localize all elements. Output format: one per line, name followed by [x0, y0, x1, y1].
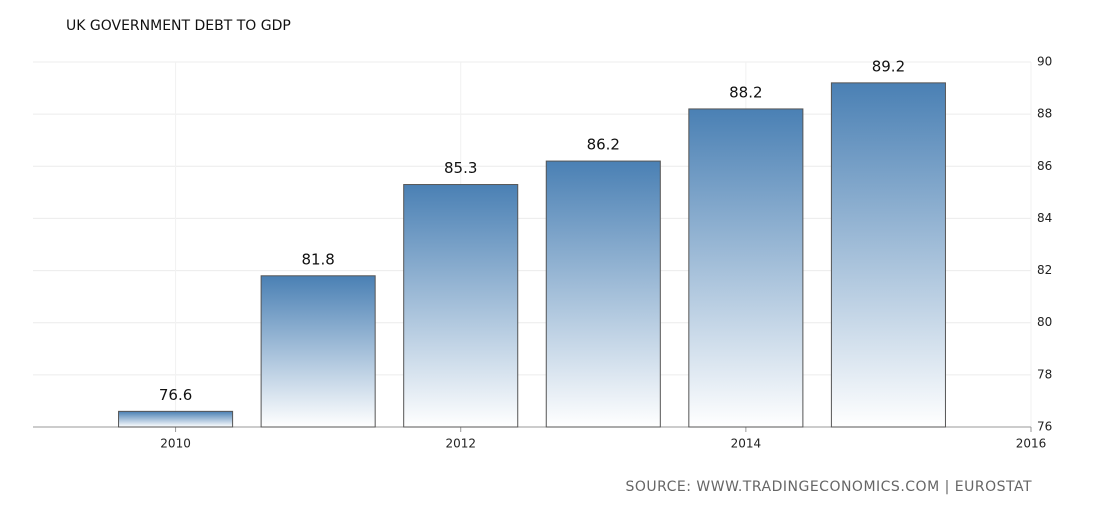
value-label: 76.6 — [159, 386, 192, 404]
value-label: 81.8 — [301, 250, 334, 268]
bar — [688, 108, 804, 428]
bar — [403, 184, 519, 428]
value-label: 89.2 — [872, 57, 905, 75]
y-tick-label: 82 — [1037, 263, 1052, 277]
chart-title: UK GOVERNMENT DEBT TO GDP — [66, 18, 291, 34]
x-tick-label: 2016 — [1016, 437, 1047, 451]
y-tick-label: 84 — [1037, 211, 1052, 225]
bar — [118, 410, 234, 428]
x-tick-label: 2014 — [731, 437, 762, 451]
value-label: 86.2 — [587, 136, 620, 154]
value-label: 88.2 — [729, 83, 762, 101]
bar — [260, 275, 376, 428]
y-tick-label: 80 — [1037, 315, 1052, 329]
x-tick-label: 2010 — [160, 437, 191, 451]
bar — [830, 82, 946, 428]
bar — [545, 160, 661, 428]
y-tick-label: 78 — [1037, 367, 1052, 381]
x-tick-label: 2012 — [445, 437, 476, 451]
y-tick-label: 76 — [1037, 420, 1052, 434]
y-tick-label: 86 — [1037, 159, 1052, 173]
y-tick-label: 88 — [1037, 107, 1052, 121]
y-tick-label: 90 — [1037, 55, 1052, 69]
source-note: SOURCE: WWW.TRADINGECONOMICS.COM | EUROS… — [625, 479, 1032, 495]
value-label: 85.3 — [444, 159, 477, 177]
